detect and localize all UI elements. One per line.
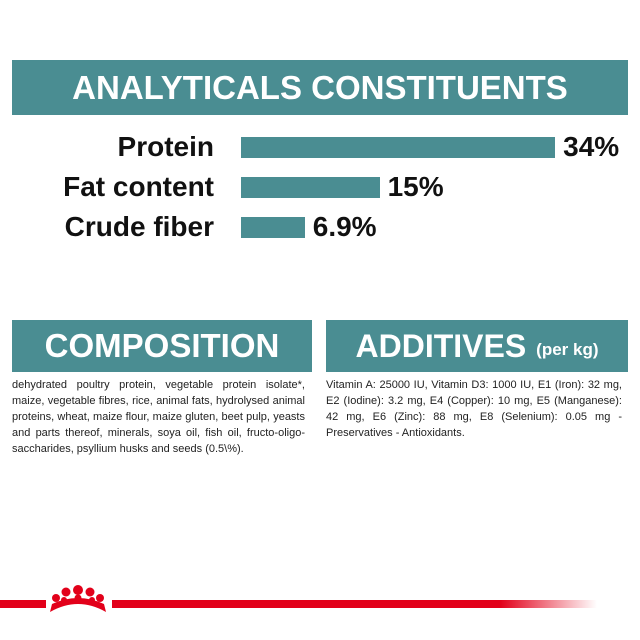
additives-header: ADDITIVES (per kg) [326,320,628,372]
composition-title: COMPOSITION [12,320,312,372]
value-label: 15% [387,171,444,202]
additives-subtitle: (per kg) [536,340,599,359]
additives-text: Vitamin A: 25000 IU, Vitamin D3: 1000 IU… [326,379,622,439]
value-label: 6.9% [312,211,377,242]
bar [241,137,556,158]
header-title: ANALYTICALS CONSTITUENTS [12,60,628,115]
category-label: Fat content [63,171,214,202]
additives-title: ADDITIVES [355,327,527,364]
bar [241,177,380,198]
crown-logo [50,585,106,612]
red-line [112,600,597,608]
value-label: 34% [563,131,620,162]
category-label: Crude fiber [64,211,214,242]
red-line [0,600,46,608]
category-label: Protein [117,131,214,162]
bar [241,217,305,238]
composition-text: dehydrated poultry protein, vegetable pr… [12,379,305,455]
